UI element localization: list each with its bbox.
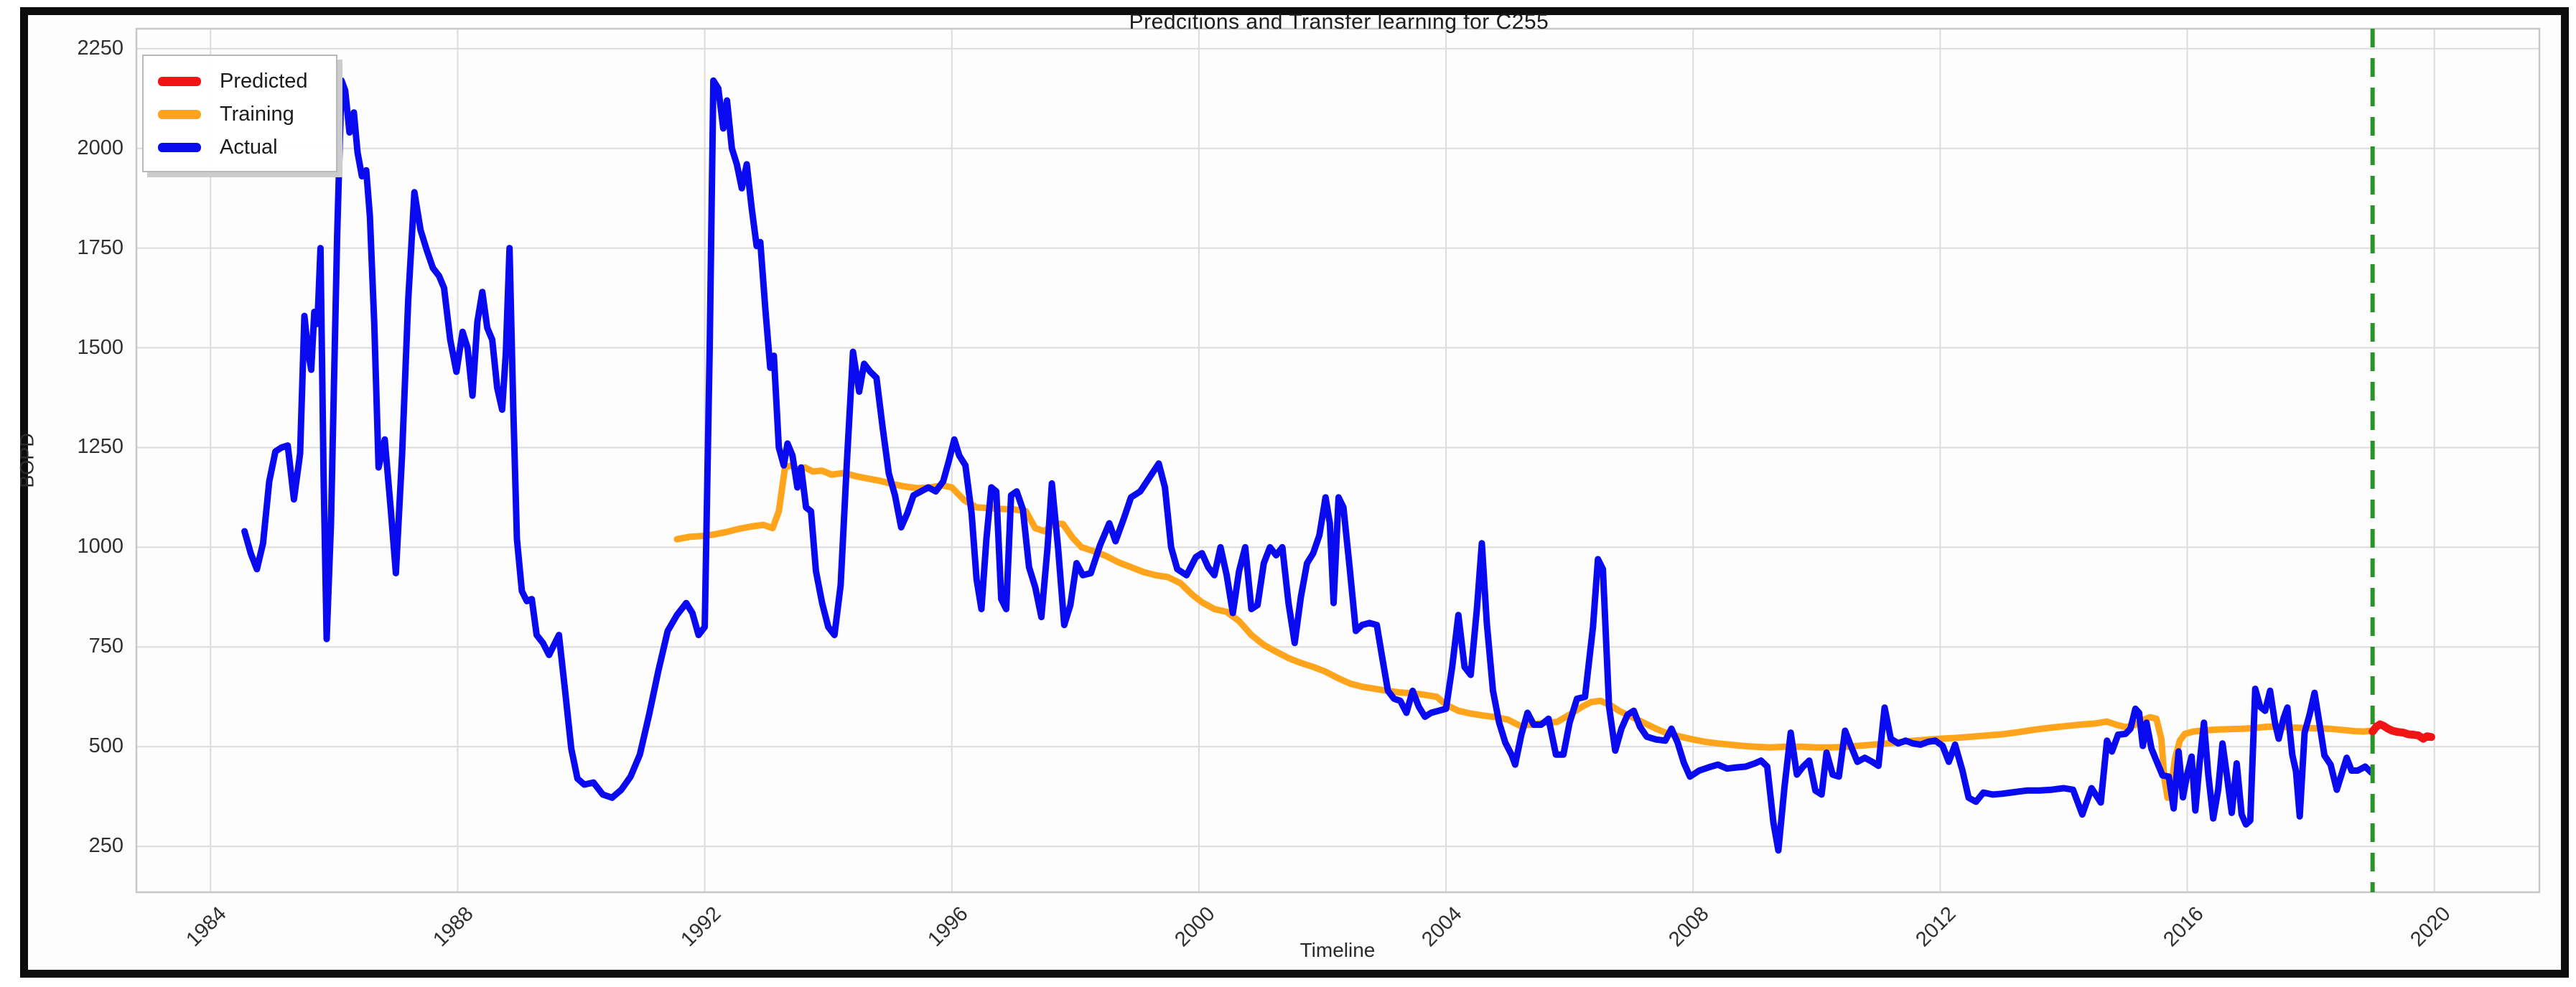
legend-item-actual: Actual	[144, 131, 336, 164]
legend-item-training: Training	[144, 98, 336, 131]
legend: Predicted Training Actual	[142, 55, 337, 172]
y-tick-label: 1250	[77, 435, 123, 459]
series-predicted-line	[2369, 720, 2435, 743]
x-axis-label: Timeline	[1299, 939, 1376, 961]
legend-label-actual: Actual	[220, 135, 278, 159]
y-tick-label: 2000	[77, 136, 123, 159]
y-tick-label: 1500	[77, 335, 123, 359]
figure-frame	[20, 7, 2569, 978]
actual-line-swatch	[158, 142, 201, 152]
y-tick-label: 1000	[77, 535, 123, 558]
predicted-line-swatch	[158, 76, 201, 86]
chart-title: Predcitions and Transfer learning for C2…	[1129, 10, 1549, 34]
series-training-line	[673, 462, 2375, 801]
y-tick-label: 2250	[77, 36, 123, 60]
y-tick-label: 750	[88, 635, 123, 658]
y-tick-label: 500	[88, 734, 123, 758]
legend-label-training: Training	[220, 102, 294, 126]
series-actual-line	[241, 77, 2375, 854]
plot-border	[135, 27, 2541, 894]
y-tick-label: 1750	[77, 235, 123, 259]
legend-label-predicted: Predicted	[220, 69, 308, 93]
y-axis-label: BOPD	[16, 433, 38, 488]
legend-item-predicted: Predicted	[144, 65, 336, 98]
y-tick-label: 250	[88, 834, 123, 858]
training-line-swatch	[158, 109, 201, 119]
